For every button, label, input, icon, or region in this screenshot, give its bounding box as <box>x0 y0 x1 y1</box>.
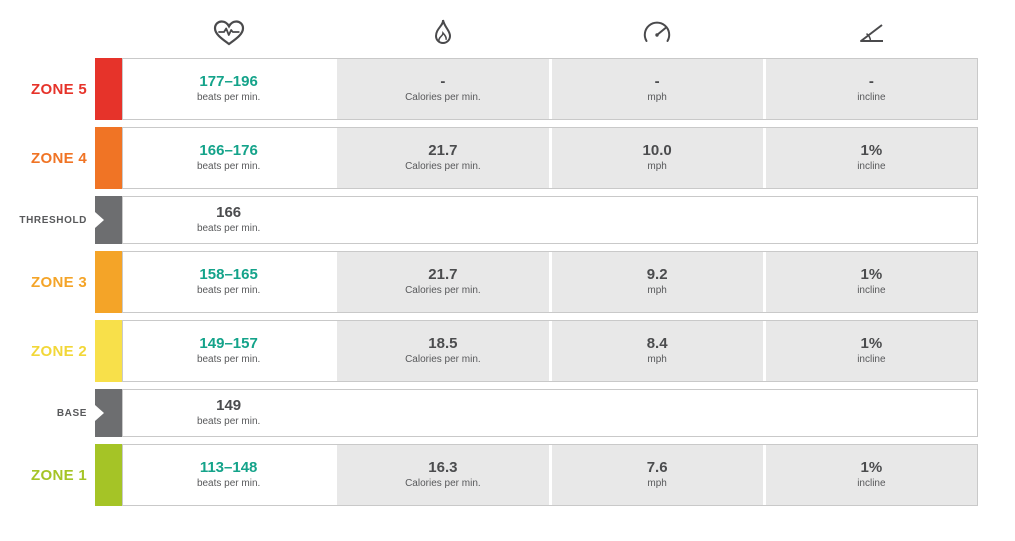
zone-2-speed-cell: 8.4 mph <box>551 321 763 381</box>
zone-4-incline-cell: 1% incline <box>765 128 977 188</box>
bpm-unit: beats per min. <box>196 92 261 104</box>
incline-value: 1% <box>860 266 883 284</box>
incline-unit: incline <box>857 92 886 104</box>
speed-unit: mph <box>647 92 667 104</box>
zone-3-incline-cell: 1% incline <box>765 252 977 312</box>
zone-2-bpm-cell: 149–157 beats per min. <box>123 321 334 381</box>
speed-unit: mph <box>647 285 667 297</box>
zone-4-calories-cell: 21.7 Calories per min. <box>337 128 549 188</box>
heart-rate-icon <box>122 18 336 48</box>
calories-unit: Calories per min. <box>405 285 481 297</box>
column-icon-header <box>0 12 978 54</box>
zone-3-label: ZONE 3 <box>31 273 87 291</box>
zone-1-bpm-cell: 113–148 beats per min. <box>123 445 334 505</box>
speed-unit: mph <box>647 354 667 366</box>
zone-1-incline-cell: 1% incline <box>765 445 977 505</box>
incline-value: 1% <box>860 142 883 160</box>
incline-unit: incline <box>857 285 886 297</box>
zone-4-label: ZONE 4 <box>31 149 87 167</box>
zone-1-calories-cell: 16.3 Calories per min. <box>337 445 549 505</box>
base-row: BASE 149 beats per min. <box>0 389 978 437</box>
calories-value: - <box>440 73 446 91</box>
speed-value: - <box>654 73 660 91</box>
bpm-value: 113–148 <box>199 459 258 477</box>
threshold-marker-bar <box>95 196 122 244</box>
speed-unit: mph <box>647 161 667 173</box>
calories-value: 16.3 <box>428 459 458 477</box>
speed-value: 10.0 <box>642 142 672 160</box>
speed-value: 8.4 <box>646 335 668 353</box>
bpm-value: 149 <box>216 397 242 415</box>
calories-unit: Calories per min. <box>405 161 481 173</box>
zone-5-bpm-cell: 177–196 beats per min. <box>123 59 334 119</box>
zone-3-row: ZONE 3 158–165 beats per min. 21.7 Calor… <box>0 251 978 313</box>
zone-3-color-bar <box>95 251 122 313</box>
bpm-unit: beats per min. <box>196 478 261 490</box>
calories-unit: Calories per min. <box>405 92 481 104</box>
bpm-value: 149–157 <box>199 335 258 353</box>
speed-value: 9.2 <box>646 266 668 284</box>
bpm-value: 177–196 <box>199 73 258 91</box>
bpm-value: 166–176 <box>199 142 258 160</box>
incline-unit: incline <box>857 161 886 173</box>
zone-2-label: ZONE 2 <box>31 342 87 360</box>
bpm-unit: beats per min. <box>196 416 261 428</box>
base-notch-icon <box>95 405 104 421</box>
calories-icon <box>336 18 550 48</box>
calories-unit: Calories per min. <box>405 478 481 490</box>
zone-2-incline-cell: 1% incline <box>765 321 977 381</box>
zone-3-calories-cell: 21.7 Calories per min. <box>337 252 549 312</box>
zone-4-bpm-cell: 166–176 beats per min. <box>123 128 334 188</box>
incline-value: 1% <box>860 335 883 353</box>
threshold-notch-icon <box>95 212 104 228</box>
incline-icon <box>764 18 978 48</box>
zone-4-color-bar <box>95 127 122 189</box>
zone-2-calories-cell: 18.5 Calories per min. <box>337 321 549 381</box>
bpm-unit: beats per min. <box>196 223 261 235</box>
zone-5-color-bar <box>95 58 122 120</box>
zone-3-bpm-cell: 158–165 beats per min. <box>123 252 334 312</box>
incline-value: 1% <box>860 459 883 477</box>
zone-1-speed-cell: 7.6 mph <box>551 445 763 505</box>
bpm-value: 158–165 <box>199 266 258 284</box>
zone-5-incline-cell: - incline <box>765 59 977 119</box>
calories-unit: Calories per min. <box>405 354 481 366</box>
bpm-unit: beats per min. <box>196 285 261 297</box>
zone-5-label: ZONE 5 <box>31 80 87 98</box>
threshold-bpm-cell: 166 beats per min. <box>123 197 334 243</box>
bpm-unit: beats per min. <box>196 354 261 366</box>
zone-1-label: ZONE 1 <box>31 466 87 484</box>
calories-value: 21.7 <box>428 266 458 284</box>
bpm-value: 166 <box>216 204 242 222</box>
bpm-unit: beats per min. <box>196 161 261 173</box>
zone-4-row: ZONE 4 166–176 beats per min. 21.7 Calor… <box>0 127 978 189</box>
zone-5-row: ZONE 5 177–196 beats per min. - Calories… <box>0 58 978 120</box>
incline-unit: incline <box>857 354 886 366</box>
speed-icon <box>550 18 764 48</box>
zone-1-color-bar <box>95 444 122 506</box>
zone-1-row: ZONE 1 113–148 beats per min. 16.3 Calor… <box>0 444 978 506</box>
threshold-row: THRESHOLD 166 beats per min. <box>0 196 978 244</box>
incline-unit: incline <box>857 478 886 490</box>
base-label: BASE <box>56 407 87 419</box>
speed-value: 7.6 <box>646 459 668 477</box>
calories-value: 21.7 <box>428 142 458 160</box>
incline-value: - <box>868 73 874 91</box>
base-bpm-cell: 149 beats per min. <box>123 390 334 436</box>
calories-value: 18.5 <box>428 335 458 353</box>
zone-3-speed-cell: 9.2 mph <box>551 252 763 312</box>
base-marker-bar <box>95 389 122 437</box>
threshold-label: THRESHOLD <box>19 214 87 226</box>
zone-5-calories-cell: - Calories per min. <box>337 59 549 119</box>
zone-5-speed-cell: - mph <box>551 59 763 119</box>
zone-4-speed-cell: 10.0 mph <box>551 128 763 188</box>
speed-unit: mph <box>647 478 667 490</box>
zone-2-color-bar <box>95 320 122 382</box>
zone-2-row: ZONE 2 149–157 beats per min. 18.5 Calor… <box>0 320 978 382</box>
